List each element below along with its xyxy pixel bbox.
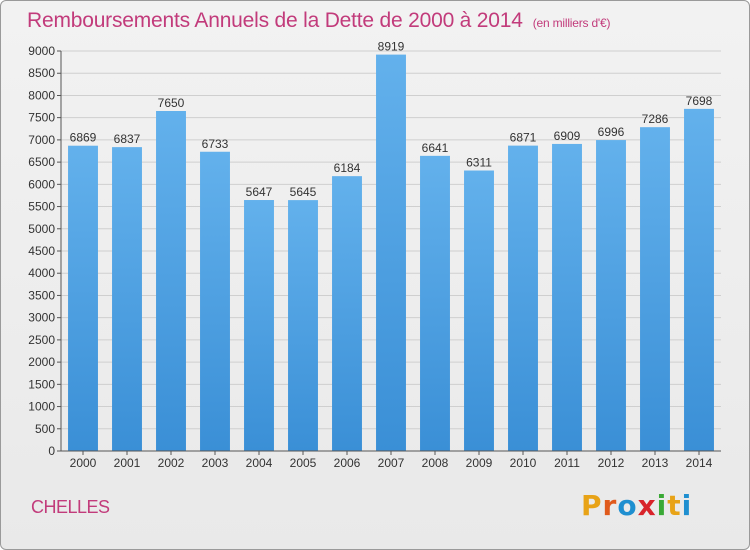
bar-2001 bbox=[112, 147, 142, 451]
bar-2014 bbox=[684, 108, 714, 451]
city-name: CHELLES bbox=[31, 497, 110, 517]
bar-2004 bbox=[244, 200, 274, 451]
bar-value-label: 7650 bbox=[158, 96, 185, 110]
bar-2011 bbox=[552, 143, 582, 451]
x-tick-label: 2002 bbox=[158, 456, 185, 470]
y-tick-label: 3000 bbox=[28, 311, 55, 325]
x-tick-label: 2014 bbox=[686, 456, 713, 470]
bar-2007 bbox=[376, 54, 406, 451]
bar-2000 bbox=[68, 145, 98, 451]
bar-value-label: 6184 bbox=[334, 161, 361, 175]
bar-2002 bbox=[156, 111, 186, 451]
bar-value-label: 7286 bbox=[642, 112, 669, 126]
y-tick-label: 500 bbox=[35, 422, 55, 436]
brand-letter: i bbox=[656, 489, 668, 522]
brand-letter: x bbox=[637, 489, 657, 522]
bar-2013 bbox=[640, 127, 670, 451]
bar-2010 bbox=[508, 145, 538, 451]
axes bbox=[57, 50, 721, 455]
bar-value-label: 6869 bbox=[70, 131, 97, 145]
y-tick-label: 6000 bbox=[28, 177, 55, 191]
x-tick-label: 2007 bbox=[378, 456, 405, 470]
x-tick-label: 2011 bbox=[554, 456, 580, 470]
chart-title: Remboursements Annuels de la Dette de 20… bbox=[27, 9, 610, 33]
x-tick-label: 2012 bbox=[598, 456, 625, 470]
bar-value-label: 5647 bbox=[246, 185, 273, 199]
brand-letter: r bbox=[602, 489, 618, 522]
brand-letter: o bbox=[617, 489, 638, 522]
bars bbox=[68, 54, 714, 452]
bar-2006 bbox=[332, 176, 362, 451]
y-tick-label: 8000 bbox=[28, 88, 55, 102]
bar-value-label: 6871 bbox=[510, 131, 537, 145]
x-tick-label: 2005 bbox=[290, 456, 317, 470]
brand-logo: Proxiti bbox=[581, 489, 692, 522]
bar-value-label: 8919 bbox=[378, 40, 405, 54]
y-tick-label: 5000 bbox=[28, 222, 55, 236]
y-tick-label: 7000 bbox=[28, 133, 55, 147]
bar-2003 bbox=[200, 151, 230, 451]
brand-letter: i bbox=[681, 489, 693, 522]
bar-value-label: 6641 bbox=[422, 141, 449, 155]
y-tick-label: 2500 bbox=[28, 333, 55, 347]
unit-note: (en milliers d'€) bbox=[532, 16, 611, 30]
title-text: Remboursements Annuels de la Dette de 20… bbox=[27, 9, 523, 32]
y-tick-label: 1000 bbox=[28, 400, 55, 414]
x-tick-label: 2001 bbox=[114, 456, 141, 470]
y-tick-label: 3500 bbox=[28, 288, 55, 302]
y-tick-label: 7500 bbox=[28, 111, 55, 125]
x-tick-label: 2009 bbox=[466, 456, 493, 470]
x-tick-label: 2010 bbox=[510, 456, 537, 470]
x-tick-label: 2006 bbox=[334, 456, 361, 470]
bar-value-label: 5645 bbox=[290, 185, 317, 199]
y-tick-label: 5500 bbox=[28, 200, 55, 214]
y-tick-label: 4500 bbox=[28, 244, 55, 258]
y-tick-label: 8500 bbox=[28, 66, 55, 80]
y-tick-label: 2000 bbox=[28, 355, 55, 369]
bar-value-label: 6837 bbox=[114, 132, 141, 146]
labels: 0 500 1000 1500 2000 2500 3000 3500 4000 4500 5000… bbox=[28, 40, 712, 470]
bar-2009 bbox=[464, 170, 494, 451]
bar-2005 bbox=[288, 200, 318, 451]
bar-value-label: 6733 bbox=[202, 137, 229, 151]
x-tick-label: 2000 bbox=[70, 456, 97, 470]
x-tick-label: 2008 bbox=[422, 456, 449, 470]
brand-letter: t bbox=[667, 489, 682, 522]
brand-letter: P bbox=[581, 489, 603, 522]
bar-value-label: 6909 bbox=[554, 129, 581, 143]
y-tick-label: 4000 bbox=[28, 266, 55, 280]
x-tick-label: 2013 bbox=[642, 456, 669, 470]
y-tick-label: 9000 bbox=[28, 44, 55, 58]
bar-value-label: 6311 bbox=[466, 156, 492, 170]
bar-value-label: 6996 bbox=[598, 125, 625, 139]
bar-2012 bbox=[596, 140, 626, 452]
y-tick-label: 1500 bbox=[28, 377, 55, 391]
x-tick-label: 2003 bbox=[202, 456, 229, 470]
y-tick-label: 0 bbox=[48, 444, 55, 458]
bar-value-label: 7698 bbox=[686, 94, 713, 108]
bar-2008 bbox=[420, 155, 450, 451]
x-tick-label: 2004 bbox=[246, 456, 273, 470]
y-tick-label: 6500 bbox=[28, 155, 55, 169]
